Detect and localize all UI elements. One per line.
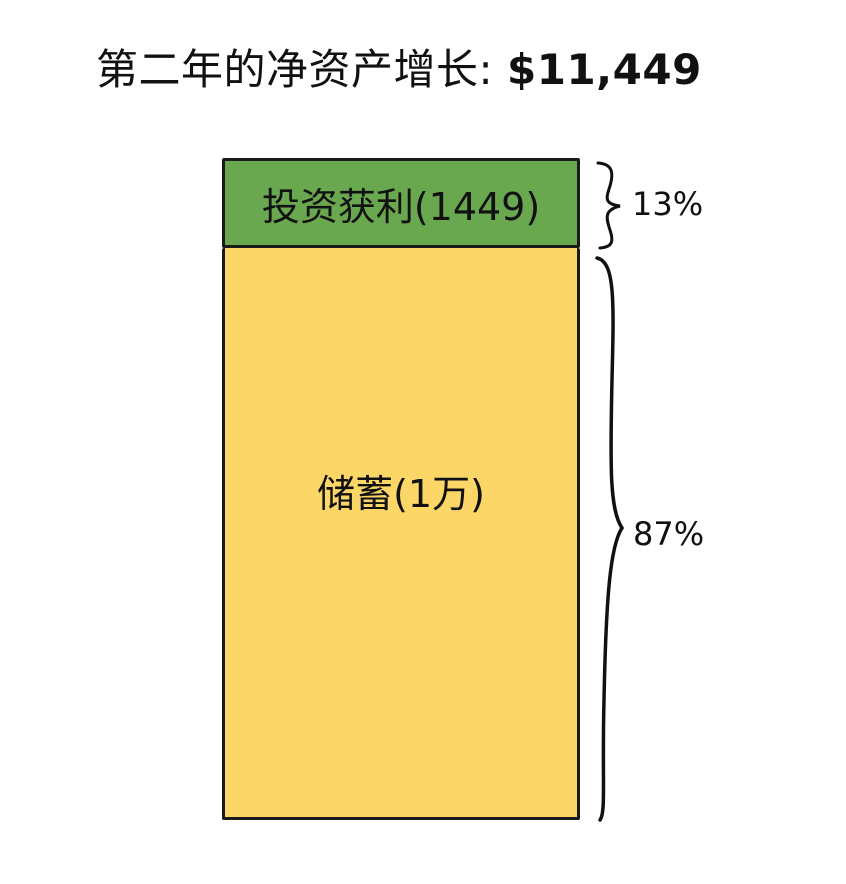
investment-label: 投资获利(1449) (261, 184, 541, 229)
title-text: 第二年的净资产增长: (96, 45, 508, 94)
investment-block (222, 158, 580, 248)
investment-brace (596, 161, 621, 250)
title-amount: $11,449 (507, 45, 702, 94)
savings-block (222, 248, 580, 820)
savings-brace (595, 256, 625, 822)
savings-label: 储蓄(1万) (317, 471, 485, 516)
investment-percent: 13% (632, 185, 704, 223)
page-title: 第二年的净资产增长: $11,449 (96, 40, 702, 100)
savings-percent: 87% (633, 515, 705, 553)
